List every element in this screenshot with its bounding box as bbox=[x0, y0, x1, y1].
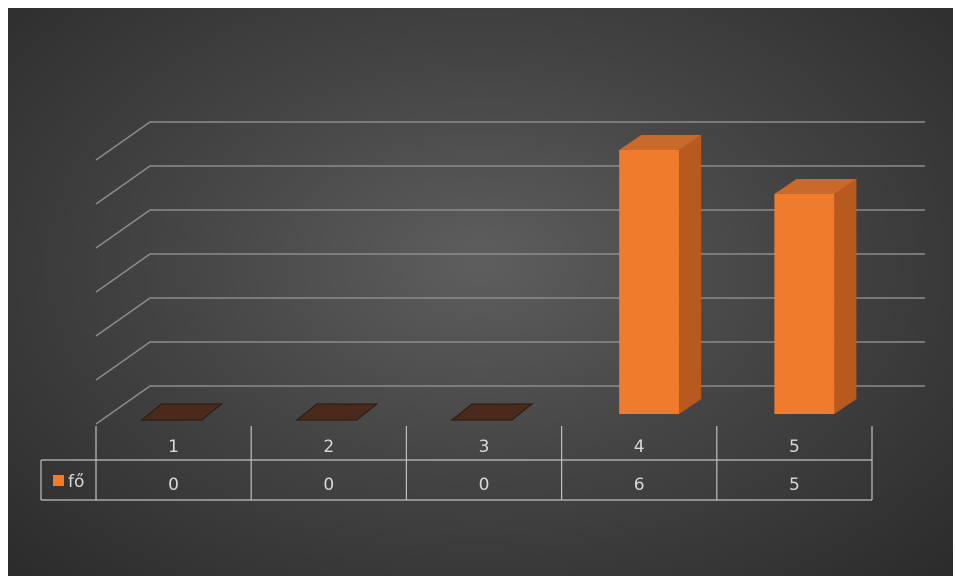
data-label: 0 bbox=[323, 475, 334, 495]
x-tick-label: 5 bbox=[789, 437, 800, 457]
data-label: 0 bbox=[479, 475, 490, 495]
data-label: 0 bbox=[168, 475, 179, 495]
data-label: 6 bbox=[634, 475, 645, 495]
bar-4-top bbox=[619, 135, 702, 150]
legend-label: fő bbox=[68, 472, 84, 492]
bar-2 bbox=[295, 403, 379, 421]
bar-4-side bbox=[679, 135, 702, 414]
gridline bbox=[95, 121, 925, 161]
bar-5-front bbox=[774, 194, 835, 414]
x-tick-label: 4 bbox=[634, 437, 645, 457]
bars bbox=[140, 135, 857, 421]
bar-1 bbox=[140, 403, 224, 421]
bar-4-front bbox=[619, 150, 680, 414]
gridlines bbox=[95, 121, 925, 425]
legend-swatch bbox=[53, 475, 64, 486]
chart-area: 1 0 2 0 3 0 4 6 5 5 fő bbox=[8, 8, 953, 576]
bar-3 bbox=[450, 403, 534, 421]
bar-5-side bbox=[834, 179, 857, 414]
x-tick-label: 3 bbox=[479, 437, 490, 457]
data-table: 1 0 2 0 3 0 4 6 5 5 fő bbox=[40, 426, 873, 501]
x-tick-label: 2 bbox=[323, 437, 334, 457]
x-tick-label: 1 bbox=[168, 437, 179, 457]
bar-chart: 1 0 2 0 3 0 4 6 5 5 fő bbox=[40, 121, 925, 501]
bar-5-top bbox=[774, 179, 857, 194]
data-label: 5 bbox=[789, 475, 800, 495]
